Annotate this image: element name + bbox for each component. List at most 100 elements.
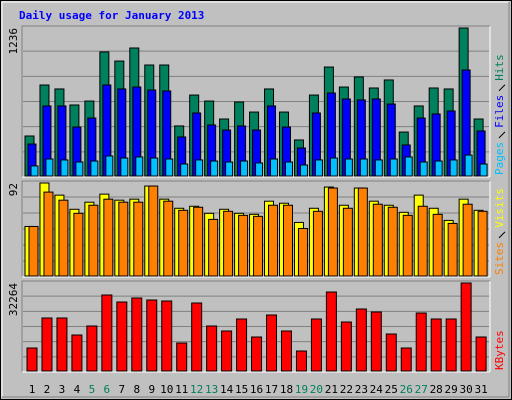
bar: [430, 318, 442, 372]
bar: [240, 160, 249, 177]
x-tick-label: 6: [104, 383, 111, 396]
x-tick-label: 16: [250, 383, 263, 396]
bar: [479, 163, 488, 177]
x-tick-label: 2: [44, 383, 51, 396]
bar: [310, 318, 322, 372]
y-tick-label: 32264: [7, 283, 20, 316]
legend-entry: Hits: [493, 54, 506, 81]
bar: [103, 198, 114, 277]
bar: [355, 308, 367, 372]
x-tick-label: 18: [280, 383, 293, 396]
bar: [30, 165, 39, 177]
bar: [387, 206, 398, 277]
bar: [295, 350, 307, 372]
bar: [299, 164, 308, 177]
bar: [116, 301, 128, 372]
bar: [370, 311, 382, 372]
bar: [445, 318, 457, 372]
bar: [359, 158, 368, 177]
bar: [210, 160, 219, 177]
bar: [236, 318, 248, 372]
bar: [191, 302, 203, 372]
bar: [176, 342, 188, 372]
x-tick-label: 21: [325, 383, 338, 396]
bar: [71, 334, 83, 372]
bar: [43, 191, 54, 277]
x-tick-label: 10: [160, 383, 173, 396]
bar: [374, 159, 383, 177]
bar: [464, 154, 473, 177]
bar: [90, 160, 99, 177]
bar: [86, 325, 98, 372]
bar: [434, 160, 443, 177]
bar: [297, 227, 308, 277]
bar: [400, 347, 412, 372]
bar: [26, 347, 38, 372]
x-tick-label: 15: [235, 383, 248, 396]
bar: [270, 158, 279, 177]
bar: [253, 215, 264, 277]
bar: [280, 330, 292, 372]
bar: [284, 161, 293, 177]
x-tick-label: 24: [370, 383, 384, 396]
bar: [88, 204, 99, 277]
bar: [56, 317, 68, 372]
bar: [385, 333, 397, 372]
x-tick-label: 7: [119, 383, 126, 396]
bar: [449, 159, 458, 177]
legend-entry: Files: [493, 95, 506, 128]
x-tick-label: 17: [265, 383, 278, 396]
bar: [477, 210, 488, 277]
bar: [329, 157, 338, 177]
bar: [225, 161, 234, 177]
x-tick-label: 12: [190, 383, 203, 396]
bar: [238, 214, 249, 277]
chart-title: Daily usage for January 2013: [19, 9, 204, 22]
bar: [419, 161, 428, 177]
bar: [45, 158, 54, 177]
x-tick-label: 29: [445, 383, 458, 396]
bar: [161, 300, 173, 372]
bar: [327, 187, 338, 277]
bar: [195, 159, 204, 177]
x-tick-label: 5: [89, 383, 96, 396]
bar: [357, 187, 368, 277]
bar: [41, 317, 53, 372]
bar: [150, 157, 159, 177]
x-tick-label: 14: [220, 383, 234, 396]
bar: [312, 210, 323, 277]
legend-separator: [498, 231, 506, 239]
bar: [163, 200, 174, 277]
bar: [372, 203, 383, 277]
bar: [268, 204, 279, 277]
legend-separator: [498, 84, 506, 92]
bar: [342, 207, 353, 277]
y-tick-label: 1236: [7, 28, 20, 55]
bar: [180, 163, 189, 177]
x-tick-label: 9: [148, 383, 155, 396]
x-tick-label: 22: [340, 383, 353, 396]
bar: [221, 330, 233, 372]
bar: [165, 158, 174, 177]
bar: [266, 314, 278, 372]
x-tick-label: 8: [133, 383, 140, 396]
bar: [255, 162, 264, 177]
bar: [58, 199, 69, 277]
x-tick-label: 20: [310, 383, 323, 396]
bar: [402, 214, 413, 277]
bar: [28, 225, 39, 277]
bar: [131, 297, 143, 372]
legend-entry: Visits: [493, 188, 506, 228]
bar: [75, 161, 84, 177]
legend-separator: [498, 131, 506, 139]
bar: [206, 325, 218, 372]
x-tick-label: 31: [474, 383, 487, 396]
bar: [462, 203, 473, 277]
x-tick-label: 19: [295, 383, 308, 396]
x-tick-label: 1: [29, 383, 36, 396]
bar: [193, 206, 204, 277]
bar: [432, 213, 443, 277]
bar: [178, 209, 189, 277]
bar: [344, 158, 353, 177]
